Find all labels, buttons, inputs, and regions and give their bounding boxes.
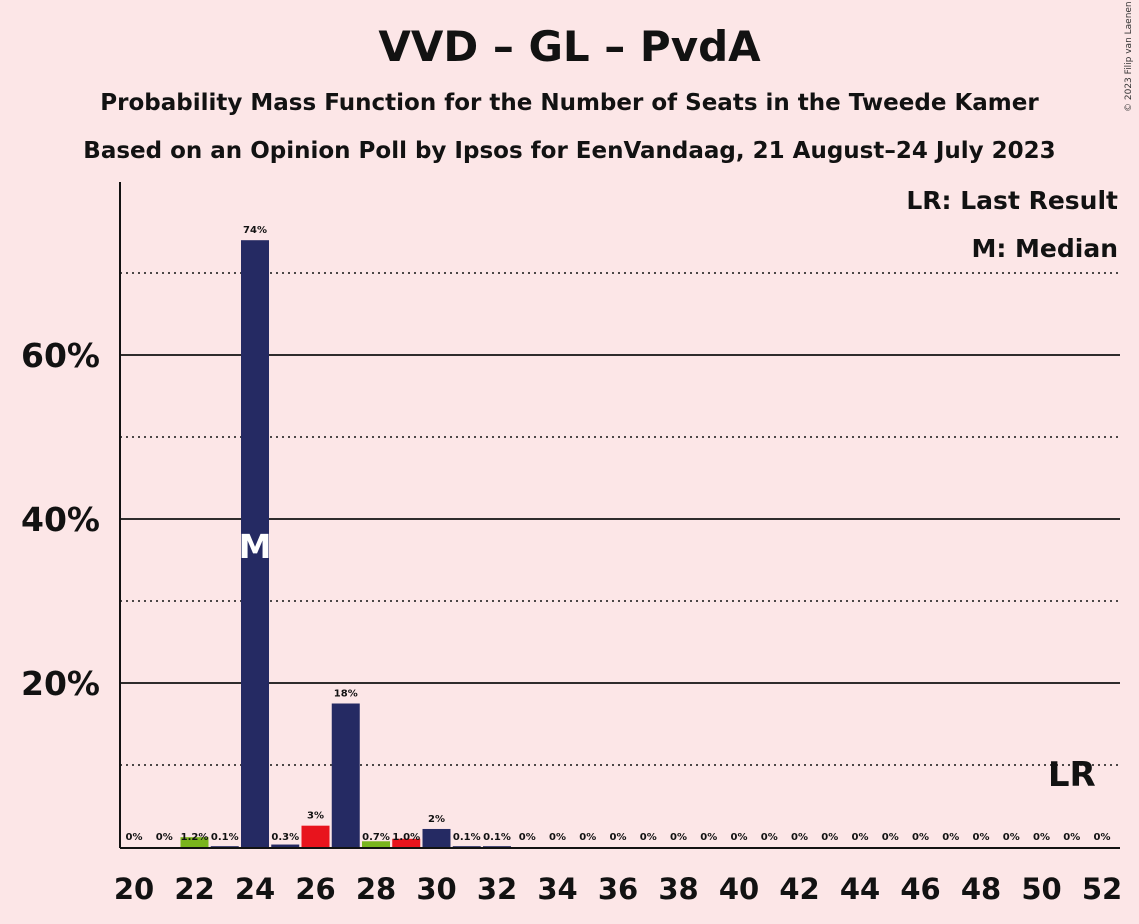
bar-label-seat-50: 0% xyxy=(1033,832,1050,843)
bar-seat-24 xyxy=(241,240,269,847)
bar-label-seat-52: 0% xyxy=(1094,832,1111,843)
bar-label-seat-34: 0% xyxy=(549,832,566,843)
x-tick-label: 34 xyxy=(537,872,577,906)
bar-label-seat-43: 0% xyxy=(821,832,838,843)
chart-title: VVD – GL – PvdA xyxy=(378,22,761,71)
bar-label-seat-38: 0% xyxy=(670,832,687,843)
bars xyxy=(180,240,511,847)
bar-label-seat-37: 0% xyxy=(640,832,657,843)
axes xyxy=(119,182,1120,849)
bar-label-seat-28: 0.7% xyxy=(362,832,390,843)
bar-label-seat-20: 0% xyxy=(126,832,143,843)
bar-label-seat-46: 0% xyxy=(912,832,929,843)
bar-label-seat-51: 0% xyxy=(1063,832,1080,843)
x-tick-label: 42 xyxy=(779,872,819,906)
bar-seat-22 xyxy=(180,837,209,847)
bar-label-seat-21: 0% xyxy=(156,832,173,843)
bar-label-seat-48: 0% xyxy=(973,832,990,843)
chart-source-subtitle: Based on an Opinion Poll by Ipsos for Ee… xyxy=(83,138,1056,164)
bar-seat-30 xyxy=(422,828,451,847)
last-result-marker: LR xyxy=(1048,755,1096,795)
x-tick-label: 28 xyxy=(356,872,396,906)
bar-label-seat-26: 3% xyxy=(307,811,324,822)
bar-label-seat-39: 0% xyxy=(700,832,717,843)
bar-label-seat-45: 0% xyxy=(882,832,899,843)
x-tick-label: 30 xyxy=(416,872,456,906)
bar-label-seat-33: 0% xyxy=(519,832,536,843)
bar-label-seat-31: 0.1% xyxy=(453,832,481,843)
y-tick-label: 20% xyxy=(21,664,100,703)
x-tick-label: 32 xyxy=(477,872,517,906)
bar-seat-31 xyxy=(452,846,481,847)
bar-label-seat-22: 1.2% xyxy=(181,832,209,843)
bar-seat-28 xyxy=(362,841,390,847)
bar-label-seat-36: 0% xyxy=(610,832,627,843)
legend-median: M: Median xyxy=(971,234,1118,263)
bar-label-seat-44: 0% xyxy=(852,832,869,843)
y-tick-label: 40% xyxy=(21,500,100,539)
bar-label-seat-24: 74% xyxy=(243,225,267,236)
bar-seat-32 xyxy=(483,846,511,847)
grid-lines xyxy=(120,272,1120,766)
x-tick-label: 26 xyxy=(295,872,335,906)
bar-label-seat-25: 0.3% xyxy=(271,832,299,843)
bar-seat-23 xyxy=(210,846,239,847)
median-marker: M xyxy=(239,527,272,566)
x-tick-label: 36 xyxy=(598,872,638,906)
bar-label-seat-32: 0.1% xyxy=(483,832,511,843)
bar-seat-29 xyxy=(392,838,421,847)
x-tick-label: 44 xyxy=(840,872,880,906)
bar-label-seat-35: 0% xyxy=(579,832,596,843)
bar-label-seat-47: 0% xyxy=(942,832,959,843)
bar-value-labels: 0% 0% 1.2% 0.1%74%0.3%3%18%0.7% 1.0%2%0.1% 0.… xyxy=(126,225,1111,843)
x-tick-label: 52 xyxy=(1082,872,1122,906)
bar-label-seat-49: 0% xyxy=(1003,832,1020,843)
x-tick-label: 20 xyxy=(114,872,154,906)
x-tick-label: 38 xyxy=(658,872,698,906)
chart-subtitle: Probability Mass Function for the Number… xyxy=(100,90,1039,116)
x-tick-label: 40 xyxy=(719,872,759,906)
bar-seat-25 xyxy=(271,844,300,847)
x-tick-label: 22 xyxy=(174,872,214,906)
bar-label-seat-23: 0.1% xyxy=(211,832,239,843)
bar-label-seat-29: 1.0% xyxy=(392,832,420,843)
legend-last-result: LR: Last Result xyxy=(906,186,1118,215)
bar-label-seat-42: 0% xyxy=(791,832,808,843)
x-tick-label: 24 xyxy=(235,872,275,906)
bar-label-seat-41: 0% xyxy=(761,832,778,843)
x-tick-label: 46 xyxy=(900,872,940,906)
bar-seat-26 xyxy=(301,825,330,847)
x-tick-label: 50 xyxy=(1021,872,1061,906)
y-axis-ticks: 20% 40% 60% xyxy=(21,336,100,703)
bar-label-seat-30: 2% xyxy=(428,814,445,825)
x-axis-ticks: 20 22 24 26 28 30 32 34 36 38 40 42 44 46 48 50 52 xyxy=(114,872,1122,906)
bar-seat-27 xyxy=(331,703,360,847)
x-tick-label: 48 xyxy=(961,872,1001,906)
bar-label-seat-27: 18% xyxy=(334,689,358,700)
y-tick-label: 60% xyxy=(21,336,100,375)
bar-label-seat-40: 0% xyxy=(731,832,748,843)
